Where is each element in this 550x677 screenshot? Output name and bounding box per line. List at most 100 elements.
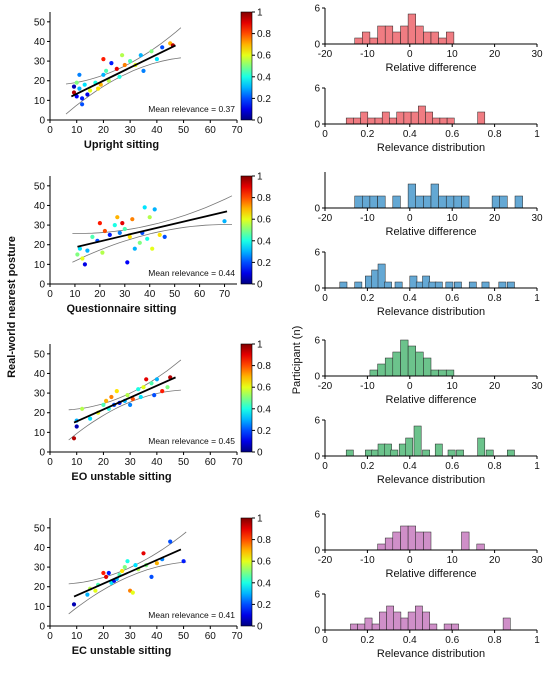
regression-line <box>70 44 176 98</box>
ci-lower-line <box>65 57 181 115</box>
histogram-bar <box>389 117 397 125</box>
x-tick-label: -10 <box>360 381 375 392</box>
histogram-bar <box>377 443 386 457</box>
y-tick-label: 0 <box>314 204 320 215</box>
data-point <box>222 219 227 224</box>
histogram-bar <box>390 449 399 457</box>
data-point <box>88 416 93 421</box>
y-tick-label: 10 <box>34 428 46 439</box>
x-tick-label: 0 <box>322 635 328 646</box>
histogram-bar <box>446 31 455 45</box>
histogram-bar <box>502 617 511 631</box>
y-tick-label: 20 <box>34 240 46 251</box>
histogram-bar <box>425 111 433 125</box>
data-point <box>71 436 77 441</box>
x-axis-label: Relevance distribution <box>377 306 485 318</box>
x-tick-label: 0.8 <box>488 461 502 472</box>
colorbar-tick-label: 1 <box>257 340 263 351</box>
x-tick-label: 0 <box>47 125 53 136</box>
histogram-bar <box>415 605 423 631</box>
x-tick-label: 0.2 <box>360 293 374 304</box>
y-tick-label: 6 <box>314 248 320 259</box>
x-tick-label: 30 <box>125 457 137 468</box>
data-point <box>168 539 173 544</box>
histogram-bar <box>413 425 422 457</box>
histogram-bar <box>403 111 412 125</box>
data-point <box>85 92 90 97</box>
histogram-bar <box>439 117 448 125</box>
x-tick-label: 0.4 <box>403 635 417 646</box>
colorbar-tick-label: 0 <box>257 448 263 459</box>
x-tick-label: 0.2 <box>360 635 374 646</box>
histogram-bar <box>451 623 459 631</box>
data-point <box>125 559 130 564</box>
data-point <box>120 53 125 58</box>
histogram-bar <box>422 275 430 289</box>
mean-relevance-annotation: Mean relevance = 0.41 <box>148 610 235 620</box>
histogram-bar <box>461 531 470 551</box>
questionnaire-diff: -20 -10 0 10 20 30 0 Relative difference <box>314 172 543 238</box>
histogram-bar <box>377 543 386 551</box>
x-tick-label: 40 <box>144 289 156 300</box>
histogram-bar <box>481 281 490 289</box>
questionnaire-scatter: 0 10 20 30 40 50 60 7001020304050Questionnaire … <box>34 172 271 316</box>
x-tick-label: 70 <box>231 631 243 642</box>
y-tick-label: 0 <box>314 452 320 463</box>
x-tick-label: 0.2 <box>360 129 374 140</box>
histogram-bar <box>369 37 378 45</box>
data-point <box>104 398 109 403</box>
x-tick-label: 0.4 <box>403 461 417 472</box>
x-tick-label: 60 <box>205 631 217 642</box>
x-tick-label: 20 <box>489 381 501 392</box>
x-tick-label: 50 <box>169 289 181 300</box>
data-point <box>104 68 109 73</box>
y-tick-label: 6 <box>314 590 320 601</box>
histogram-bar <box>429 623 438 631</box>
histogram-bar <box>407 611 416 631</box>
histogram-bar <box>443 623 452 631</box>
mean-relevance-annotation: Mean relevance = 0.37 <box>148 104 235 114</box>
data-point <box>154 377 159 382</box>
y-tick-label: 50 <box>34 523 46 534</box>
histogram-bar <box>379 611 387 631</box>
colorbar-tick-label: 0.8 <box>257 29 271 40</box>
y-tick-label: 20 <box>34 408 46 419</box>
x-tick-label: 1 <box>534 635 540 646</box>
colorbar-tick-label: 0.6 <box>257 557 271 568</box>
histogram-bar <box>400 339 409 377</box>
colorbar-tick-label: 0.2 <box>257 94 271 105</box>
x-tick-label: 10 <box>71 631 83 642</box>
x-tick-label: -10 <box>360 49 375 60</box>
x-tick-label: 0.8 <box>488 129 502 140</box>
data-point <box>96 86 101 91</box>
data-point <box>77 72 82 77</box>
histogram-bar <box>384 25 394 45</box>
histogram-bar <box>453 195 462 209</box>
x-tick-label: 0 <box>407 213 413 224</box>
histogram-bar <box>447 449 456 457</box>
x-tick-label: 60 <box>205 125 217 136</box>
x-axis-label: Relative difference <box>386 568 477 580</box>
histogram-bar <box>418 105 426 125</box>
data-point <box>104 574 109 580</box>
x-tick-label: 50 <box>178 631 190 642</box>
histogram-bar <box>377 25 386 45</box>
x-tick-label: 0 <box>322 129 328 140</box>
x-tick-label: 1 <box>534 293 540 304</box>
data-point <box>74 94 79 99</box>
x-tick-label: 10 <box>69 289 81 300</box>
colorbar-tick-label: 0 <box>257 116 263 127</box>
data-point <box>77 246 82 251</box>
histogram-bar <box>357 623 366 631</box>
histogram-bar <box>360 111 369 125</box>
x-tick-label: 0.8 <box>488 293 502 304</box>
histogram-bar <box>410 111 419 125</box>
histogram-bar <box>339 281 348 289</box>
data-point <box>93 588 98 593</box>
data-point <box>144 377 149 382</box>
histogram-bar <box>369 195 378 209</box>
histogram-bar <box>445 281 454 289</box>
data-point <box>165 385 170 390</box>
histogram-bar <box>507 281 515 289</box>
